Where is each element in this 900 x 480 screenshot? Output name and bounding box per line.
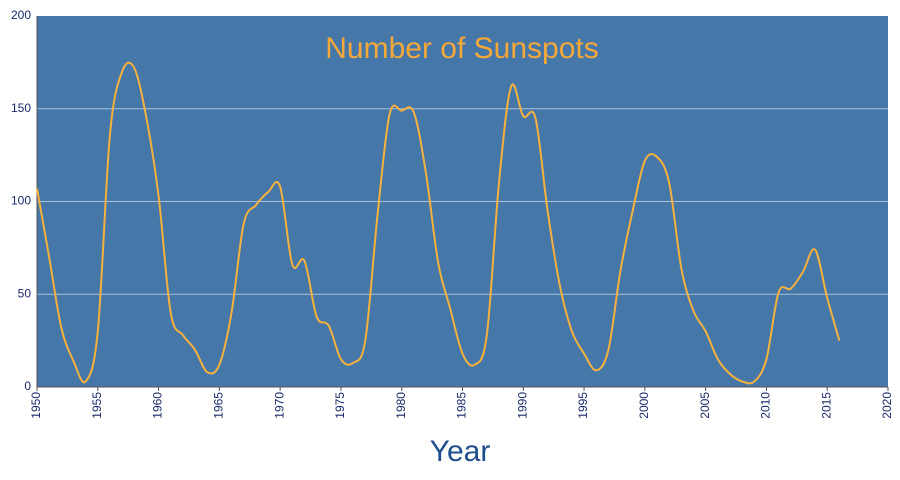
- x-tick-label: 1990: [515, 392, 529, 419]
- x-tick-label: 1950: [29, 392, 43, 419]
- y-tick-label: 100: [11, 194, 31, 208]
- x-tick-label: 2020: [880, 392, 894, 419]
- x-tick-label: 2010: [759, 392, 773, 419]
- chart-title: Number of Sunspots: [325, 32, 598, 65]
- x-tick-label: 1970: [272, 392, 286, 419]
- x-tick-label: 1980: [394, 392, 408, 419]
- y-tick-label: 200: [11, 8, 31, 22]
- x-tick-label: 2015: [819, 392, 833, 419]
- x-tick-label: 1985: [455, 392, 469, 419]
- x-tick-label: 2000: [637, 392, 651, 419]
- x-tick-label: 1965: [212, 392, 226, 419]
- x-tick-label: 1960: [151, 392, 165, 419]
- y-tick-label: 0: [24, 379, 31, 393]
- x-axis-label: Year: [430, 435, 491, 468]
- x-tick-label: 1955: [90, 392, 104, 419]
- x-tick-label: 1975: [333, 392, 347, 419]
- x-tick-label: 2005: [698, 392, 712, 419]
- y-tick-label: 150: [11, 101, 31, 115]
- y-tick-label: 50: [18, 286, 32, 300]
- x-tick-label: 1995: [576, 392, 590, 419]
- data-line: [36, 61, 841, 385]
